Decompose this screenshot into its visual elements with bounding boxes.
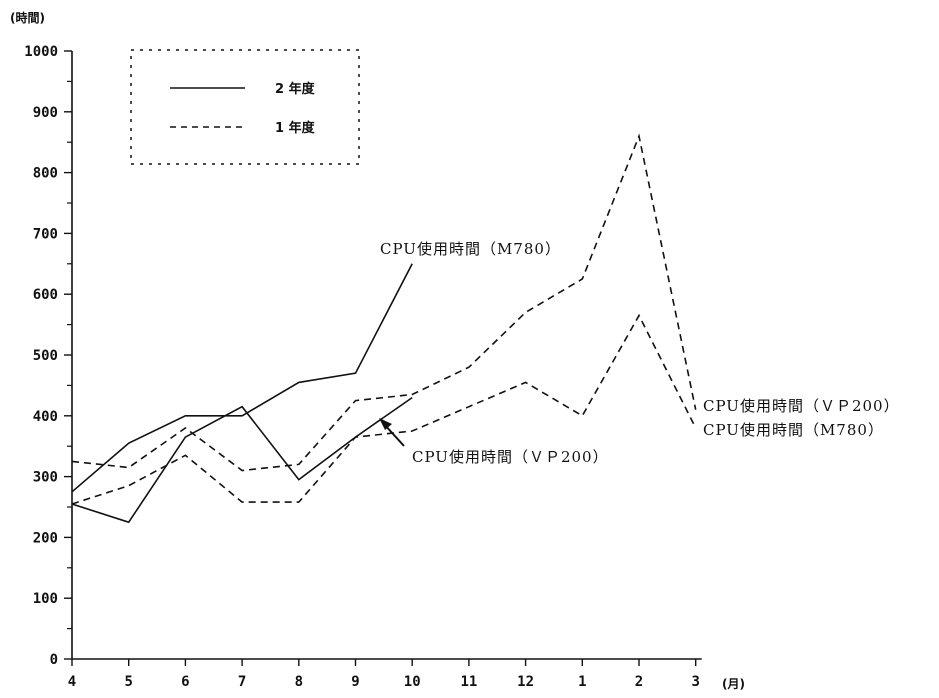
- annotation-vp200-year1: CPU使用時間（ＶＰ200）: [703, 397, 900, 415]
- y-tick-label: 200: [33, 530, 58, 546]
- legend-label-year2: 2 年度: [275, 81, 316, 97]
- axes: 0 100 200 300 400 500 600 700 800 900 1000 4 5 6 7 8 9 10…: [24, 44, 702, 690]
- annotation-m780-year1: CPU使用時間（M780）: [703, 421, 884, 439]
- y-tick-label: 300: [33, 470, 58, 486]
- series-line-0: [71, 263, 413, 493]
- x-tick-label: 8: [295, 674, 303, 690]
- y-tick-label: 800: [33, 166, 58, 182]
- annotation-vp200-year2: CPU使用時間（ＶＰ200）: [412, 448, 609, 466]
- x-tick-label: 3: [691, 674, 699, 690]
- y-tick-label: 700: [33, 226, 58, 242]
- x-tick-label: 7: [238, 674, 246, 690]
- y-tick-label: 0: [50, 652, 58, 668]
- x-tick-label: 6: [181, 674, 189, 690]
- x-tick-label: 4: [68, 674, 76, 690]
- annotation-arrow-head: [379, 418, 392, 430]
- x-tick-label: 5: [124, 674, 132, 690]
- x-tick-label: 12: [517, 674, 534, 690]
- y-tick-label: 500: [33, 348, 58, 364]
- y-tick-label: 1000: [24, 44, 58, 60]
- x-tick-label: 10: [404, 674, 421, 690]
- y-tick-label: 900: [33, 105, 58, 121]
- legend: 2 年度 1 年度: [130, 49, 360, 165]
- annotations: CPU使用時間（M780） CPU使用時間（ＶＰ200） CPU使用時間（ＶＰ2…: [379, 240, 900, 466]
- legend-box: [130, 49, 360, 165]
- series-line-2: [71, 133, 697, 472]
- y-unit-label: (時間): [10, 10, 45, 25]
- y-tick-label: 400: [33, 409, 58, 425]
- x-unit-label: (月): [722, 677, 745, 691]
- x-tick-label: 2: [635, 674, 643, 690]
- y-tick-label: 100: [33, 591, 58, 607]
- series-layer: [71, 133, 697, 524]
- x-tick-label: 11: [460, 674, 477, 690]
- y-tick-label: 600: [33, 287, 58, 303]
- series-line-3: [71, 313, 697, 505]
- legend-label-year1: 1 年度: [275, 120, 316, 136]
- x-tick-label: 9: [351, 674, 359, 690]
- annotation-m780-year2: CPU使用時間（M780）: [380, 240, 561, 258]
- x-tick-label: 1: [578, 674, 586, 690]
